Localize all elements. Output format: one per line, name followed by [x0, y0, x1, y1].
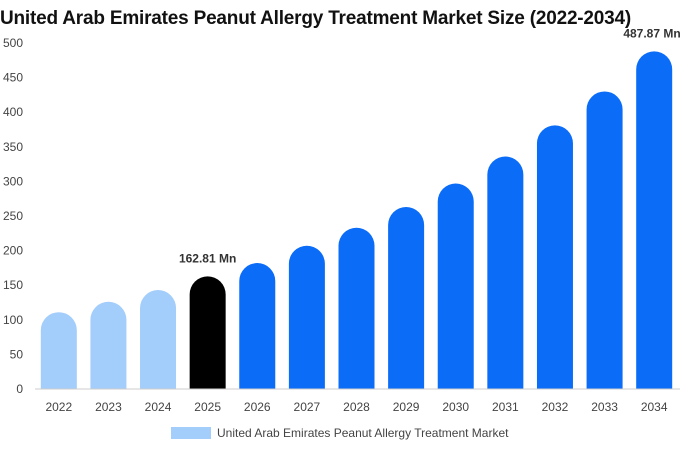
y-tick-label: 150	[3, 278, 23, 292]
bar-2034	[636, 51, 673, 390]
x-tick-label: 2022	[45, 400, 72, 414]
y-tick-label: 450	[3, 71, 23, 85]
y-tick-label: 350	[3, 140, 23, 154]
x-tick-label: 2030	[442, 400, 469, 414]
bar-2033	[586, 91, 623, 390]
bar-2025	[189, 276, 226, 389]
bar-2032	[536, 125, 573, 389]
bar-2027	[288, 245, 325, 389]
bar-2031	[487, 156, 524, 389]
bar-2030	[437, 183, 474, 389]
x-tick-label: 2034	[641, 400, 668, 414]
x-tick-label: 2031	[492, 400, 519, 414]
x-tick-label: 2025	[194, 400, 221, 414]
bar-2023	[90, 301, 127, 389]
x-tick-label: 2024	[145, 400, 172, 414]
legend: United Arab Emirates Peanut Allergy Trea…	[171, 426, 509, 440]
bar-2029	[388, 207, 425, 389]
y-tick-label: 100	[3, 313, 23, 327]
y-tick-label: 300	[3, 174, 23, 188]
x-tick-label: 2033	[591, 400, 618, 414]
bars	[40, 51, 673, 390]
bar-2024	[140, 290, 177, 389]
y-axis: 0 50 100 150 200 250 300 350 400 450 500	[3, 36, 23, 396]
legend-swatch	[171, 427, 211, 439]
x-axis: 2022 2023 2024 2025 2026 2027 2028 2029 2030 2031…	[35, 388, 680, 414]
y-tick-label: 0	[16, 382, 23, 396]
bar-2028	[338, 227, 375, 389]
bar-2022	[40, 312, 77, 389]
data-label: 487.87 Mn	[623, 26, 680, 40]
y-tick-label: 500	[3, 36, 23, 50]
y-tick-label: 200	[3, 244, 23, 258]
x-tick-label: 2023	[95, 400, 122, 414]
x-tick-label: 2029	[393, 400, 420, 414]
x-tick-label: 2026	[244, 400, 271, 414]
x-tick-label: 2032	[542, 400, 569, 414]
y-tick-label: 250	[3, 209, 23, 223]
x-tick-label: 2028	[343, 400, 370, 414]
y-tick-label: 400	[3, 105, 23, 119]
y-tick-label: 50	[10, 347, 24, 361]
data-labels: 162.81 Mn 487.87 Mn	[179, 26, 680, 265]
data-label: 162.81 Mn	[179, 251, 236, 265]
legend-label: United Arab Emirates Peanut Allergy Trea…	[217, 426, 509, 440]
x-tick-label: 2027	[294, 400, 321, 414]
bar-2026	[239, 263, 276, 389]
chart-title: United Arab Emirates Peanut Allergy Trea…	[0, 8, 632, 29]
